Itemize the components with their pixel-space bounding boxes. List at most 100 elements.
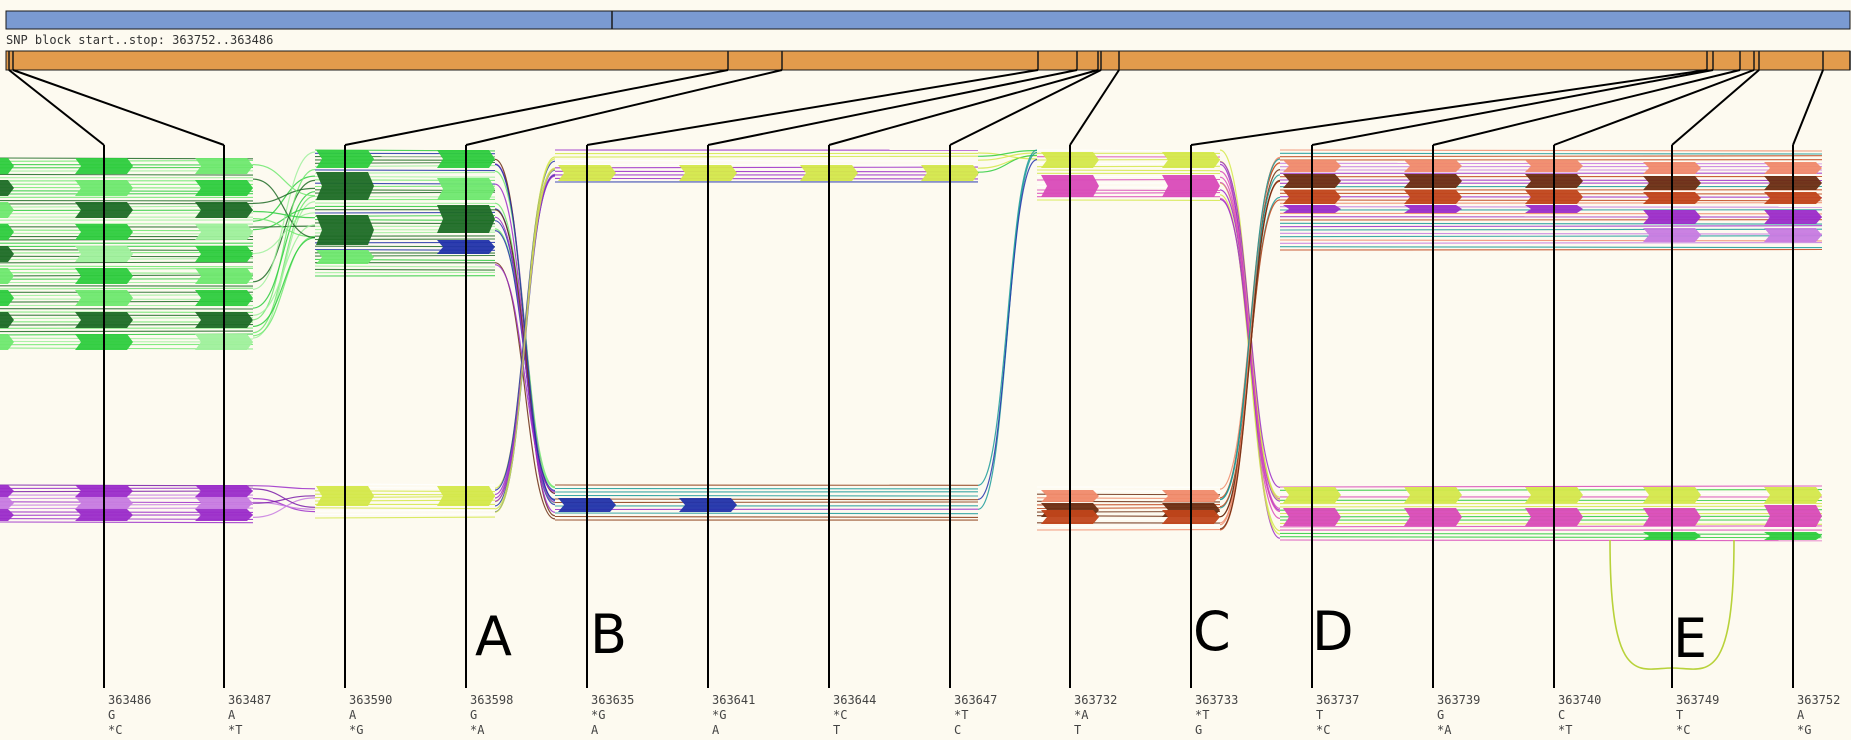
snp-allele-top: *A [1074, 708, 1089, 722]
haplotype-line [1279, 155, 1823, 158]
haplotype-line [1279, 222, 1823, 225]
crossover-curve [252, 178, 316, 239]
allele-block [0, 180, 14, 196]
snp-position-label: 363732 [1074, 693, 1117, 707]
snp-connector-line [949, 69, 1102, 146]
haplotype-line [554, 501, 979, 504]
snp-allele-bottom: *C [1676, 723, 1690, 737]
crossover-curve [252, 210, 316, 219]
haplotype-line [554, 515, 979, 518]
crossover-curve [494, 216, 556, 503]
snp-allele-top: G [470, 708, 477, 722]
crossover-curve [252, 237, 316, 327]
snp-connector-line [344, 69, 729, 146]
snp-position-label: 363590 [349, 693, 392, 707]
snp-allele-top: C [1558, 708, 1565, 722]
allele-block [0, 224, 14, 240]
snp-allele-bottom: *T [228, 723, 242, 737]
snp-connector-line [465, 69, 783, 146]
annotation-d: D [1312, 600, 1354, 663]
snp-allele-top: T [1676, 708, 1683, 722]
snp-connector-line [1190, 69, 1708, 146]
crossover-curve [252, 151, 316, 290]
snp-connector-lines [8, 69, 1824, 146]
snp-allele-bottom: *G [1797, 723, 1811, 737]
haplotype-line [0, 261, 254, 264]
snp-allele-top: A [228, 708, 236, 722]
snp-connector-line [1311, 69, 1714, 146]
haplotype-line [1279, 248, 1823, 251]
crossover-curve [252, 191, 316, 309]
crossover-curve [252, 497, 316, 518]
snp-allele-bottom: C [954, 723, 961, 737]
annotation-letters: A B C D E [475, 600, 1707, 670]
haplotype-line [1279, 149, 1823, 152]
snp-connector-line [1069, 69, 1120, 146]
crossover-curve [252, 498, 316, 513]
snp-allele-top: A [349, 708, 357, 722]
snp-allele-top: G [1437, 708, 1444, 722]
allele-block [0, 334, 14, 350]
annotation-e: E [1673, 607, 1707, 670]
crossover-curve [977, 152, 1038, 161]
snp-allele-top: *C [833, 708, 847, 722]
snp-position-label: 363739 [1437, 693, 1480, 707]
snp-position-label: 363487 [228, 693, 271, 707]
haplotype-line [554, 163, 979, 166]
haplotype-line [1279, 485, 1823, 488]
allele-block [0, 246, 14, 262]
snp-connector-line [707, 69, 1078, 146]
annotation-a: A [475, 605, 512, 668]
snp-allele-bottom: A [591, 723, 599, 737]
haplotype-line [1279, 235, 1823, 238]
snp-allele-top: *G [712, 708, 726, 722]
snp-allele-bottom: T [1074, 723, 1081, 737]
snp-connector-line [1553, 69, 1755, 146]
snp-allele-top: T [1316, 708, 1323, 722]
crossover-curve [977, 159, 1038, 500]
crossover-curve [494, 264, 556, 493]
haplotype-line [1279, 532, 1823, 535]
allele-block [0, 509, 14, 521]
haplotype-group-d-lower [1279, 485, 1823, 542]
snp-position-label: 363740 [1558, 693, 1601, 707]
snp-allele-top: A [1797, 708, 1805, 722]
haplotype-line [0, 521, 254, 524]
crossover-curve [252, 195, 316, 334]
snp-column-lines [103, 145, 1794, 688]
haplotype-line [554, 170, 979, 173]
snp-connector-line [12, 69, 225, 146]
crossover-curve [977, 149, 1038, 157]
snp-position-label: 363752 [1797, 693, 1840, 707]
snp-allele-bottom: *C [1316, 723, 1330, 737]
snp-allele-top: *G [591, 708, 605, 722]
crossover-curve [494, 168, 556, 513]
snp-connector-line [1792, 69, 1824, 146]
haplotype-line [554, 498, 979, 501]
allele-block [0, 497, 14, 509]
snp-connector-line [586, 69, 1039, 146]
haplotype-line [314, 268, 496, 271]
snp-connector-line [8, 69, 105, 146]
crossover-curve [977, 154, 1038, 173]
snp-position-label: 363647 [954, 693, 997, 707]
crossover-curve [252, 488, 316, 508]
haplotype-line [1279, 536, 1823, 539]
snp-position-label: 363641 [712, 693, 755, 707]
snp-allele-bottom: *A [1437, 723, 1452, 737]
haplotype-line [1279, 539, 1823, 542]
snp-allele-bottom: *G [349, 723, 363, 737]
snp-allele-bottom: A [712, 723, 720, 737]
allele-block [0, 312, 14, 328]
haplotype-line [1279, 228, 1823, 231]
snp-labels: 363486G*C363487A*T363590A*G363598G*A3636… [108, 693, 1840, 737]
annotation-c: C [1193, 600, 1231, 663]
haplotype-line [1036, 525, 1221, 527]
haplotype-line [1279, 525, 1823, 528]
haplotype-line [1279, 225, 1823, 228]
crossover-curve [252, 212, 316, 255]
allele-block [0, 202, 14, 218]
snp-allele-bottom: T [833, 723, 840, 737]
crossover-curve [1219, 179, 1281, 530]
